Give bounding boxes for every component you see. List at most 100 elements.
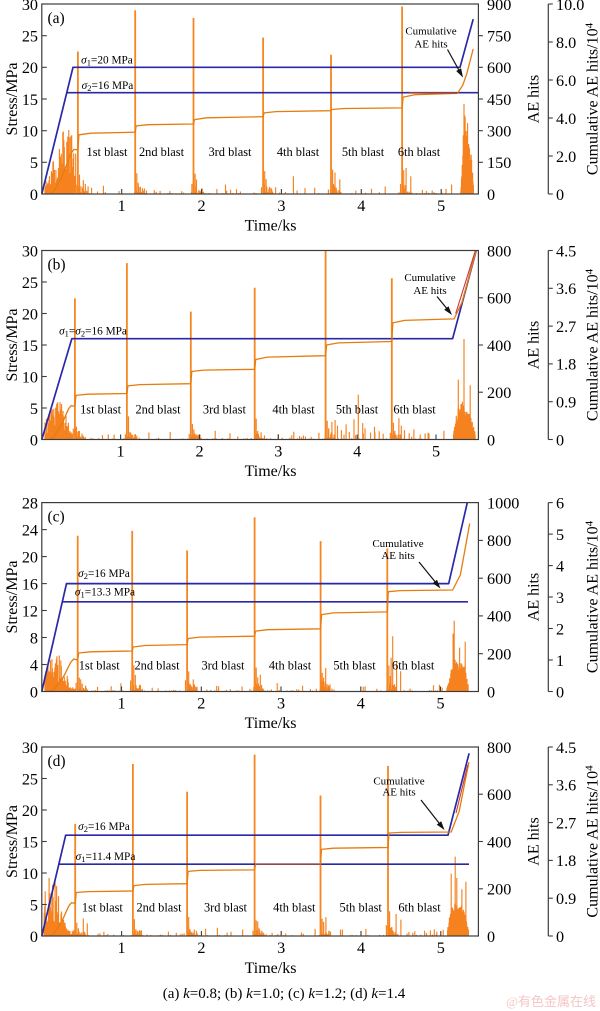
svg-text:150: 150 — [487, 154, 511, 172]
svg-text:3rd blast: 3rd blast — [201, 659, 245, 673]
svg-text:2: 2 — [195, 443, 203, 461]
svg-text:1: 1 — [117, 443, 125, 461]
svg-text:750: 750 — [487, 28, 511, 46]
svg-text:15: 15 — [22, 337, 38, 355]
svg-text:900: 900 — [487, 0, 511, 14]
svg-text:4.5: 4.5 — [556, 739, 576, 757]
svg-text:25: 25 — [22, 770, 38, 788]
svg-text:5th blast: 5th blast — [340, 901, 383, 915]
svg-text:Cumulative: Cumulative — [404, 272, 455, 284]
svg-text:30: 30 — [22, 0, 38, 14]
svg-text:3rd blast: 3rd blast — [203, 403, 247, 417]
svg-text:4: 4 — [556, 557, 564, 575]
svg-text:12: 12 — [22, 602, 38, 620]
svg-text:2nd blast: 2nd blast — [134, 659, 180, 673]
svg-text:2: 2 — [556, 620, 564, 638]
svg-text:0: 0 — [487, 683, 495, 701]
svg-text:0: 0 — [487, 186, 495, 204]
svg-text:0: 0 — [487, 431, 495, 449]
svg-text:5: 5 — [432, 443, 440, 461]
svg-text:2nd blast: 2nd blast — [139, 145, 185, 159]
svg-text:2: 2 — [197, 695, 205, 713]
svg-text:σ1=20 MPa: σ1=20 MPa — [81, 55, 133, 68]
svg-text:400: 400 — [487, 833, 511, 851]
svg-text:0.9: 0.9 — [556, 890, 576, 908]
svg-text:2.0: 2.0 — [556, 148, 576, 166]
svg-text:Cumulative AE hits/104: Cumulative AE hits/104 — [584, 520, 600, 673]
svg-text:0: 0 — [487, 928, 495, 946]
svg-text:600: 600 — [487, 570, 511, 588]
svg-text:5th blast: 5th blast — [333, 659, 376, 673]
svg-text:3.6: 3.6 — [556, 280, 576, 298]
svg-text:3: 3 — [277, 939, 285, 957]
svg-text:25: 25 — [22, 28, 38, 46]
svg-text:6th blast: 6th blast — [398, 145, 441, 159]
svg-text:400: 400 — [487, 337, 511, 355]
svg-text:0: 0 — [556, 431, 564, 449]
svg-text:200: 200 — [487, 646, 511, 664]
svg-text:450: 450 — [487, 91, 511, 109]
svg-text:10: 10 — [22, 368, 38, 386]
svg-text:AE hits: AE hits — [526, 817, 543, 865]
svg-text:2nd blast: 2nd blast — [136, 901, 182, 915]
svg-text:1: 1 — [556, 652, 564, 670]
svg-text:4: 4 — [357, 197, 365, 215]
svg-text:3rd blast: 3rd blast — [204, 901, 248, 915]
svg-text:800: 800 — [487, 242, 511, 260]
svg-text:σ1=13.3 MPa: σ1=13.3 MPa — [75, 587, 135, 600]
svg-text:200: 200 — [487, 384, 511, 402]
svg-text:(b): (b) — [48, 257, 66, 274]
svg-text:25: 25 — [22, 274, 38, 292]
svg-text:4th blast: 4th blast — [269, 659, 312, 673]
svg-text:5: 5 — [437, 197, 445, 215]
svg-text:4: 4 — [30, 656, 38, 674]
svg-text:1.8: 1.8 — [556, 852, 576, 870]
svg-text:(a) k=0.8; (b) k=1.0; (c) k=1.: (a) k=0.8; (b) k=1.0; (c) k=1.2; (d) k=1… — [163, 986, 406, 1002]
svg-text:Cumulative AE hits/104: Cumulative AE hits/104 — [584, 765, 600, 918]
svg-text:6: 6 — [556, 494, 564, 512]
svg-text:200: 200 — [487, 881, 511, 899]
svg-text:0: 0 — [556, 683, 564, 701]
svg-text:20: 20 — [22, 548, 38, 566]
svg-text:1st blast: 1st blast — [79, 659, 121, 673]
svg-text:4th blast: 4th blast — [273, 901, 316, 915]
svg-text:5th blast: 5th blast — [336, 403, 379, 417]
svg-text:Cumulative: Cumulative — [373, 776, 424, 788]
svg-text:AE hits: AE hits — [382, 787, 415, 799]
svg-text:0: 0 — [556, 186, 564, 204]
svg-text:15: 15 — [22, 833, 38, 851]
svg-text:300: 300 — [487, 123, 511, 141]
svg-text:Time/ks: Time/ks — [245, 463, 297, 480]
svg-text:3rd blast: 3rd blast — [208, 145, 252, 159]
svg-text:10.0: 10.0 — [556, 0, 584, 14]
svg-text:0.9: 0.9 — [556, 394, 576, 412]
svg-text:4th blast: 4th blast — [272, 403, 315, 417]
svg-text:2nd blast: 2nd blast — [135, 403, 181, 417]
svg-text:4.5: 4.5 — [556, 242, 576, 260]
svg-text:Stress/MPa: Stress/MPa — [4, 561, 21, 634]
svg-text:28: 28 — [22, 494, 38, 512]
svg-text:800: 800 — [487, 739, 511, 757]
svg-text:5: 5 — [436, 695, 444, 713]
svg-text:Stress/MPa: Stress/MPa — [4, 805, 21, 878]
svg-text:Time/ks: Time/ks — [245, 715, 297, 732]
svg-text:5: 5 — [30, 400, 38, 418]
svg-text:6th blast: 6th blast — [393, 403, 436, 417]
svg-text:Cumulative: Cumulative — [372, 538, 423, 550]
svg-text:Stress/MPa: Stress/MPa — [4, 63, 21, 136]
svg-text:16: 16 — [22, 575, 38, 593]
svg-text:σ2=16 MPa: σ2=16 MPa — [78, 821, 130, 834]
svg-text:5: 5 — [437, 939, 445, 957]
svg-text:600: 600 — [487, 786, 511, 804]
svg-text:4th blast: 4th blast — [277, 145, 320, 159]
svg-text:AE hits: AE hits — [413, 285, 446, 297]
svg-text:3: 3 — [277, 695, 285, 713]
svg-text:5: 5 — [30, 896, 38, 914]
svg-text:AE hits: AE hits — [526, 573, 543, 621]
svg-text:Cumulative: Cumulative — [405, 26, 456, 38]
svg-text:5th blast: 5th blast — [342, 145, 385, 159]
svg-text:30: 30 — [22, 242, 38, 260]
svg-text:σ2=16 MPa: σ2=16 MPa — [78, 568, 130, 581]
svg-text:20: 20 — [22, 305, 38, 323]
svg-text:Cumulative AE hits/104: Cumulative AE hits/104 — [584, 22, 600, 175]
